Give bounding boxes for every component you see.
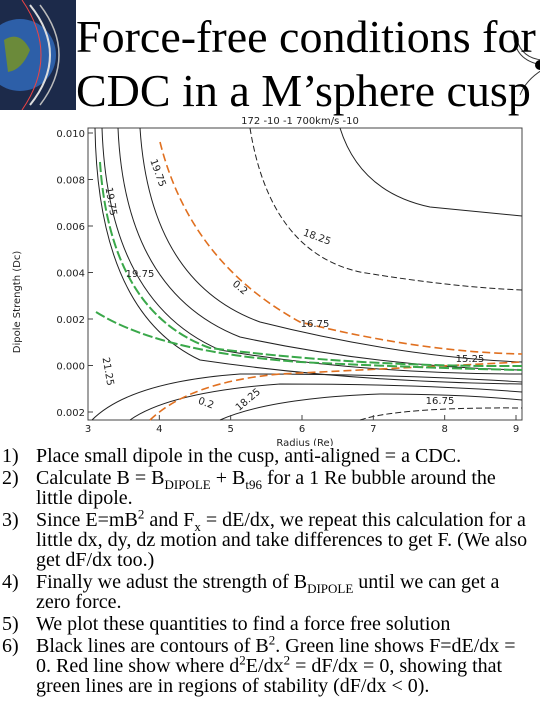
- x-tick-label: 9: [513, 424, 519, 435]
- list-item: 3) Since E=mB2 and Fx = dE/dx, we repeat …: [0, 507, 532, 571]
- subscript: DIPOLE: [307, 581, 354, 596]
- contour-label: 0.2: [230, 279, 249, 298]
- list-item: 2) Calculate B = BDIPOLE + Bt96 for a 1 R…: [0, 468, 532, 508]
- subscript: DIPOLE: [164, 477, 211, 492]
- y-axis-label: Dipole Strength (Dc): [12, 251, 23, 354]
- title-line: Force-free conditions for: [76, 11, 536, 62]
- subscript: t96: [245, 477, 262, 492]
- item-text: Since E=mB: [36, 509, 138, 531]
- item-number: 2): [2, 467, 19, 489]
- red-line: [149, 141, 523, 421]
- list-item: 6) Black lines are contours of B2. Green …: [0, 633, 532, 697]
- item-text: Black lines are contours of B: [36, 635, 269, 657]
- x-tick-label: 5: [227, 424, 233, 435]
- supscript: 2: [137, 506, 145, 522]
- contour-label: 16.75: [426, 396, 455, 407]
- subscript: x: [194, 519, 201, 534]
- contour-label: 19.75: [103, 187, 119, 217]
- y-tick-label: 0.000: [56, 362, 85, 373]
- item-number: 5): [2, 613, 19, 635]
- title: Force-free conditions for CDC in a M’sph…: [76, 10, 536, 118]
- item-number: 3): [2, 509, 19, 531]
- contour-label: 18.25: [234, 387, 263, 414]
- x-tick-label: 4: [156, 424, 162, 435]
- item-text: + B: [210, 467, 246, 489]
- numbered-list: 1) Place small dipole in the cusp, anti-a…: [0, 446, 532, 698]
- y-tick-label: 0.006: [56, 222, 85, 233]
- item-number: 1): [2, 445, 19, 467]
- item-text: We plot these quantities to find a force…: [36, 613, 451, 635]
- contour-plot: 172 -10 -1 700km/s -10 Dipole Strength (…: [12, 116, 523, 446]
- contour-label: 0.2: [197, 396, 216, 412]
- x-tick-label: 8: [441, 424, 447, 435]
- item-number: 4): [2, 571, 19, 593]
- item-text: E/dx: [245, 655, 284, 677]
- contour-label: 16.75: [301, 319, 330, 330]
- earth-image: [0, 0, 76, 110]
- field-image: [512, 0, 540, 110]
- item-text: Place small dipole in the cusp, anti-ali…: [36, 445, 462, 467]
- x-axis-label: Radius (Re): [276, 438, 333, 446]
- supscript: 2: [239, 652, 246, 668]
- supscript: 2: [283, 652, 291, 668]
- item-text: . Green line shows F=dE/dx = 0. Red line…: [36, 635, 516, 677]
- y-tick-label: 0.004: [56, 269, 85, 280]
- contour-label: 18.25: [302, 228, 333, 248]
- list-item: 1) Place small dipole in the cusp, anti-a…: [0, 446, 532, 466]
- item-text: = dE/dx, we repeat this calculation for …: [36, 509, 528, 571]
- y-tick-label: 0.002: [56, 408, 85, 419]
- x-tick-label: 3: [85, 424, 91, 435]
- plot-header: 172 -10 -1 700km/s -10: [241, 116, 359, 127]
- green-line: [95, 161, 523, 371]
- item-text: Finally we adust the strength of B: [36, 571, 308, 593]
- plot-frame: [87, 127, 523, 421]
- contour-label: 21.25: [100, 357, 116, 387]
- supscript: 2: [268, 632, 276, 648]
- y-tick-label: 0.008: [56, 176, 85, 187]
- y-tick-label: 0.010: [56, 129, 85, 140]
- item-text: Calculate B = B: [36, 467, 165, 489]
- title-line: CDC in a M’sphere cusp: [76, 65, 531, 116]
- x-tick-label: 7: [370, 424, 376, 435]
- item-text: until we can get a zero force.: [36, 571, 500, 613]
- x-tick-label: 6: [299, 424, 305, 435]
- item-text: = dF/dx = 0, showing that green lines ar…: [36, 655, 503, 697]
- list-item: 4) Finally we adust the strength of BDIPO…: [0, 572, 532, 612]
- y-tick-label: 0.002: [56, 315, 85, 326]
- contour-label: 15.25: [456, 354, 485, 365]
- contour-label: 19.75: [147, 158, 167, 189]
- contour-label: 19.75: [126, 269, 155, 280]
- list-item: 5) We plot these quantities to find a for…: [0, 614, 532, 634]
- item-number: 6): [2, 635, 19, 657]
- item-text: for a 1 Re bubble around the little dipo…: [36, 467, 496, 509]
- item-text: and F: [144, 509, 195, 531]
